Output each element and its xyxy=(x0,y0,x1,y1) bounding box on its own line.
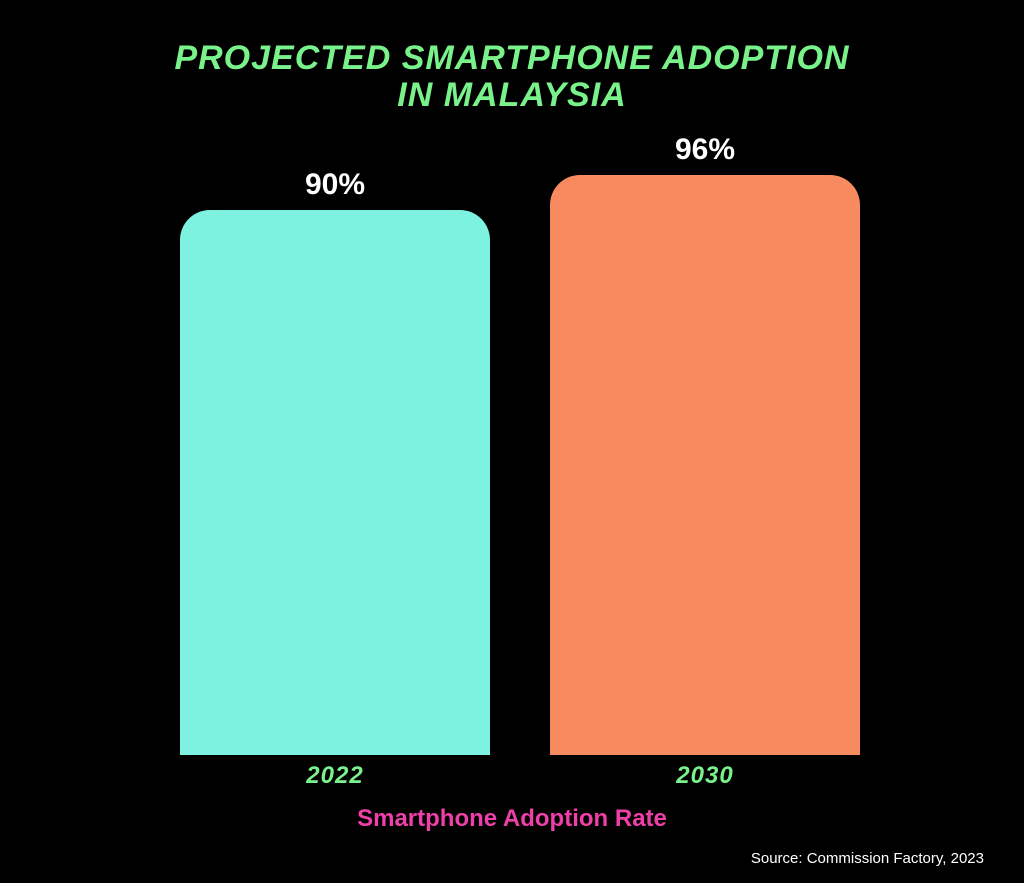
category-label-2022: 2022 xyxy=(180,762,490,790)
bar-group-2022: 90% xyxy=(180,168,490,755)
value-label-2030: 96% xyxy=(675,133,735,167)
legend-label: Smartphone Adoption Rate xyxy=(0,805,1024,833)
bar-2030 xyxy=(550,175,860,755)
chart-title: PROJECTED SMARTPHONE ADOPTION IN MALAYSI… xyxy=(0,40,1024,115)
source-attribution: Source: Commission Factory, 2023 xyxy=(751,850,984,867)
chart-title-line1: PROJECTED SMARTPHONE ADOPTION xyxy=(174,39,849,77)
chart-title-line2: IN MALAYSIA xyxy=(397,76,626,114)
category-label-2030: 2030 xyxy=(550,762,860,790)
bar-2022 xyxy=(180,210,490,755)
value-label-2022: 90% xyxy=(305,168,365,202)
chart-plot-area: 90% 96% xyxy=(180,155,860,755)
bar-group-2030: 96% xyxy=(550,133,860,755)
